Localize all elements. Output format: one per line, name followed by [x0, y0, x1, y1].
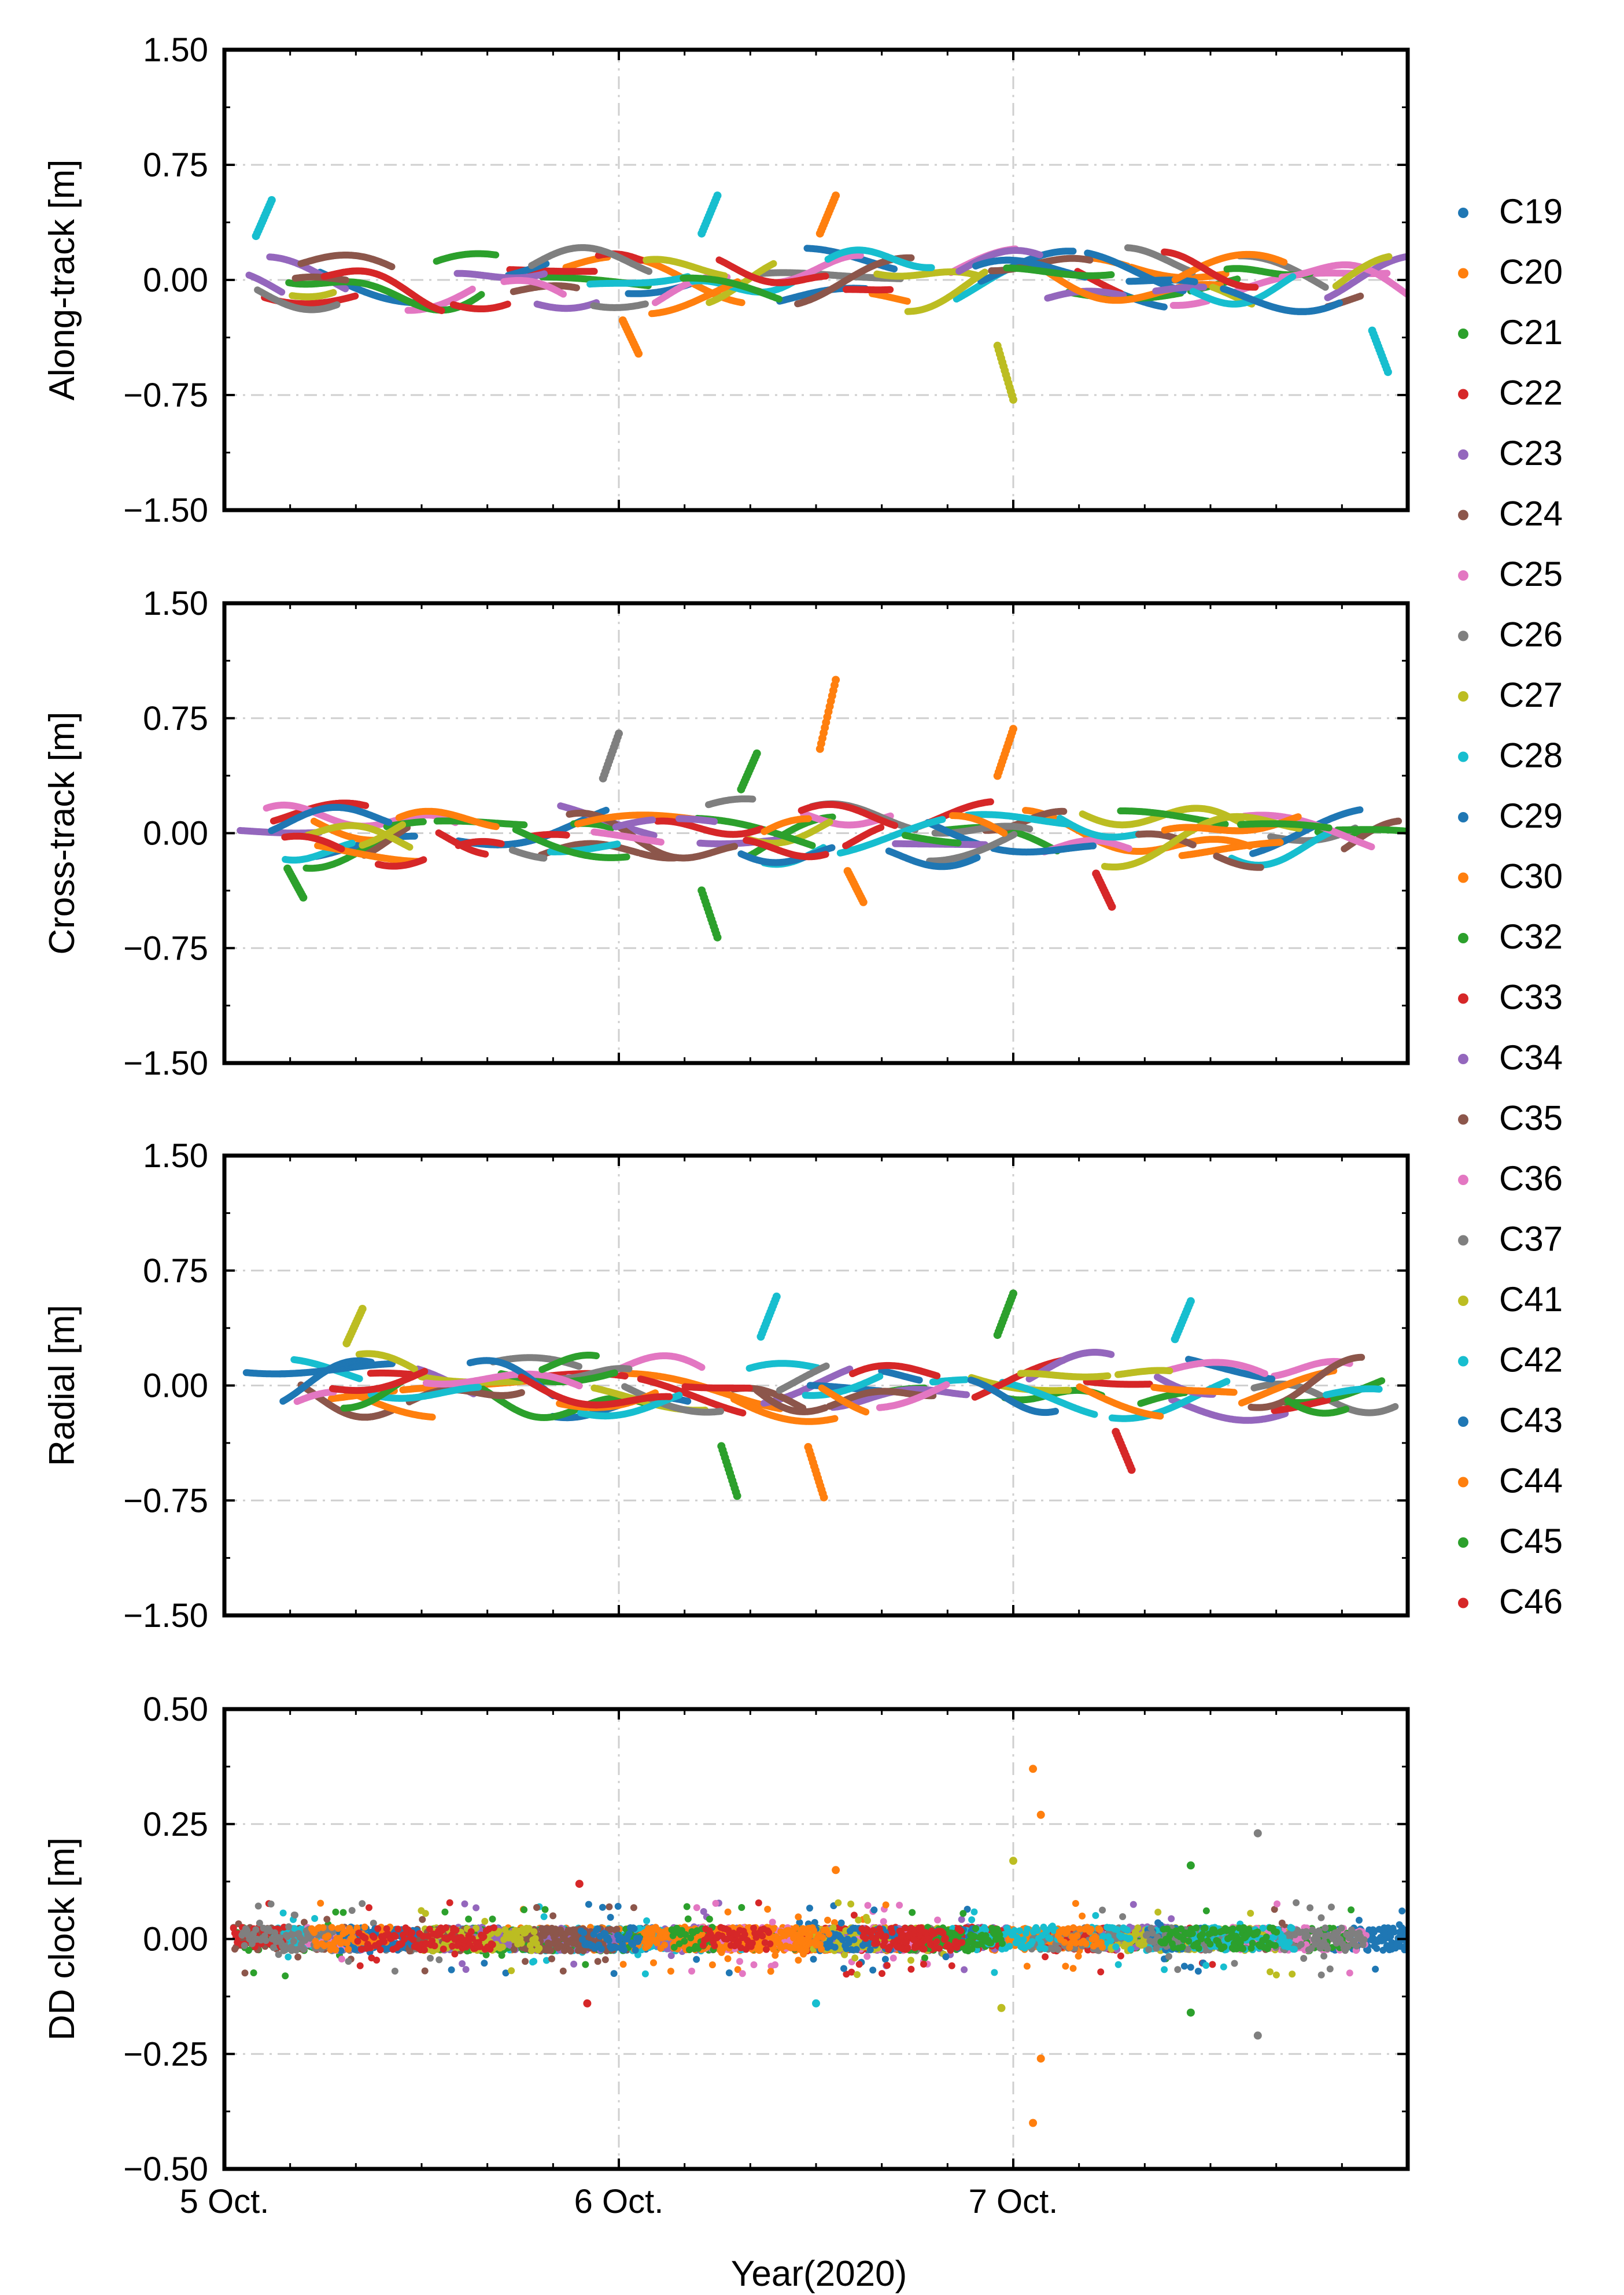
data-point-C24: [573, 284, 580, 292]
data-point-C41: [721, 272, 728, 279]
data-point-C24: [1357, 292, 1364, 300]
data-point-C35: [1049, 257, 1056, 264]
series-C37: [254, 244, 1196, 313]
data-point-C22: [352, 292, 359, 300]
data-point-C28: [662, 277, 670, 285]
data-point-C37: [645, 268, 653, 275]
data-point-C43: [1334, 300, 1341, 308]
data-point-C19: [386, 296, 394, 303]
data-point-C33: [504, 300, 511, 308]
data-point-C26: [641, 300, 649, 308]
data-point-C36: [857, 252, 864, 259]
data-point-C33: [887, 286, 894, 293]
data-point-C37: [333, 301, 341, 308]
data-point-C42: [928, 264, 935, 271]
data-point-C35: [1086, 256, 1094, 264]
data-point-C21: [1234, 275, 1241, 283]
data-point-C26: [1322, 283, 1329, 291]
data-point-C23: [342, 285, 349, 293]
data-point-C29: [1069, 248, 1077, 255]
data-points: [245, 191, 1408, 404]
data-point-C36: [1346, 261, 1354, 269]
data-point-C41: [1385, 253, 1393, 260]
data-point-C19: [891, 265, 898, 272]
data-point-C35: [907, 254, 915, 261]
data-point-C36: [560, 290, 567, 298]
data-point-C34: [1036, 251, 1043, 259]
data-point-C22: [590, 268, 598, 275]
data-point-C27: [327, 289, 335, 297]
data-point-C35: [342, 276, 349, 284]
data-point-C43: [1191, 278, 1198, 286]
data-point-C32: [316, 280, 324, 287]
data-point-C25: [468, 285, 476, 293]
data-point-C34: [278, 289, 286, 296]
series-C44: [648, 250, 1288, 318]
data-point-C32: [478, 291, 485, 298]
data-point-C37: [1162, 256, 1169, 263]
data-point-C20: [904, 297, 911, 305]
data-point-C34: [541, 270, 548, 278]
data-point-C20: [738, 299, 745, 307]
data-point-C41: [981, 268, 988, 276]
data-point-C34: [1200, 283, 1208, 291]
data-point-C42: [1289, 273, 1297, 281]
data-point-C19: [1160, 303, 1168, 311]
data-point-C27: [770, 260, 777, 267]
data-point-C24: [388, 263, 396, 271]
